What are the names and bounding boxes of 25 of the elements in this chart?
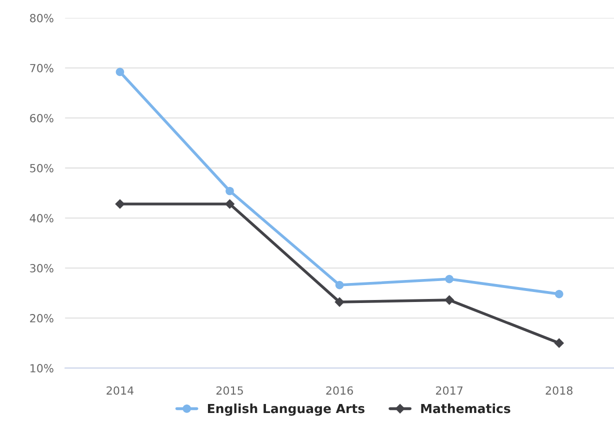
y-tick-label: 80% (30, 14, 54, 22)
point (116, 68, 124, 76)
point (334, 297, 344, 307)
y-tick-label: 20% (30, 314, 54, 322)
x-tick-label: 2015 (216, 386, 243, 395)
point (115, 199, 125, 209)
point (554, 290, 564, 298)
point (444, 295, 454, 305)
y-tick-label: 60% (30, 114, 54, 122)
point (554, 338, 564, 348)
y-tick-label: 30% (30, 264, 54, 272)
x-tick-label: 2014 (106, 386, 134, 395)
y-tick-label: 40% (30, 214, 54, 222)
point (335, 280, 344, 290)
y-tick-label: 10% (30, 364, 54, 372)
point (224, 199, 235, 209)
x-tick-label: 2017 (436, 386, 463, 395)
x-tick-label: 2018 (546, 386, 572, 395)
legend-label: English Language Arts (208, 404, 364, 416)
legend-label: Mathematics (421, 404, 510, 414)
y-tick-label: 70% (30, 64, 54, 72)
point (445, 274, 454, 284)
y-tick-label: 50% (30, 164, 54, 172)
x-tick-label: 2016 (326, 386, 353, 395)
point (226, 186, 234, 196)
